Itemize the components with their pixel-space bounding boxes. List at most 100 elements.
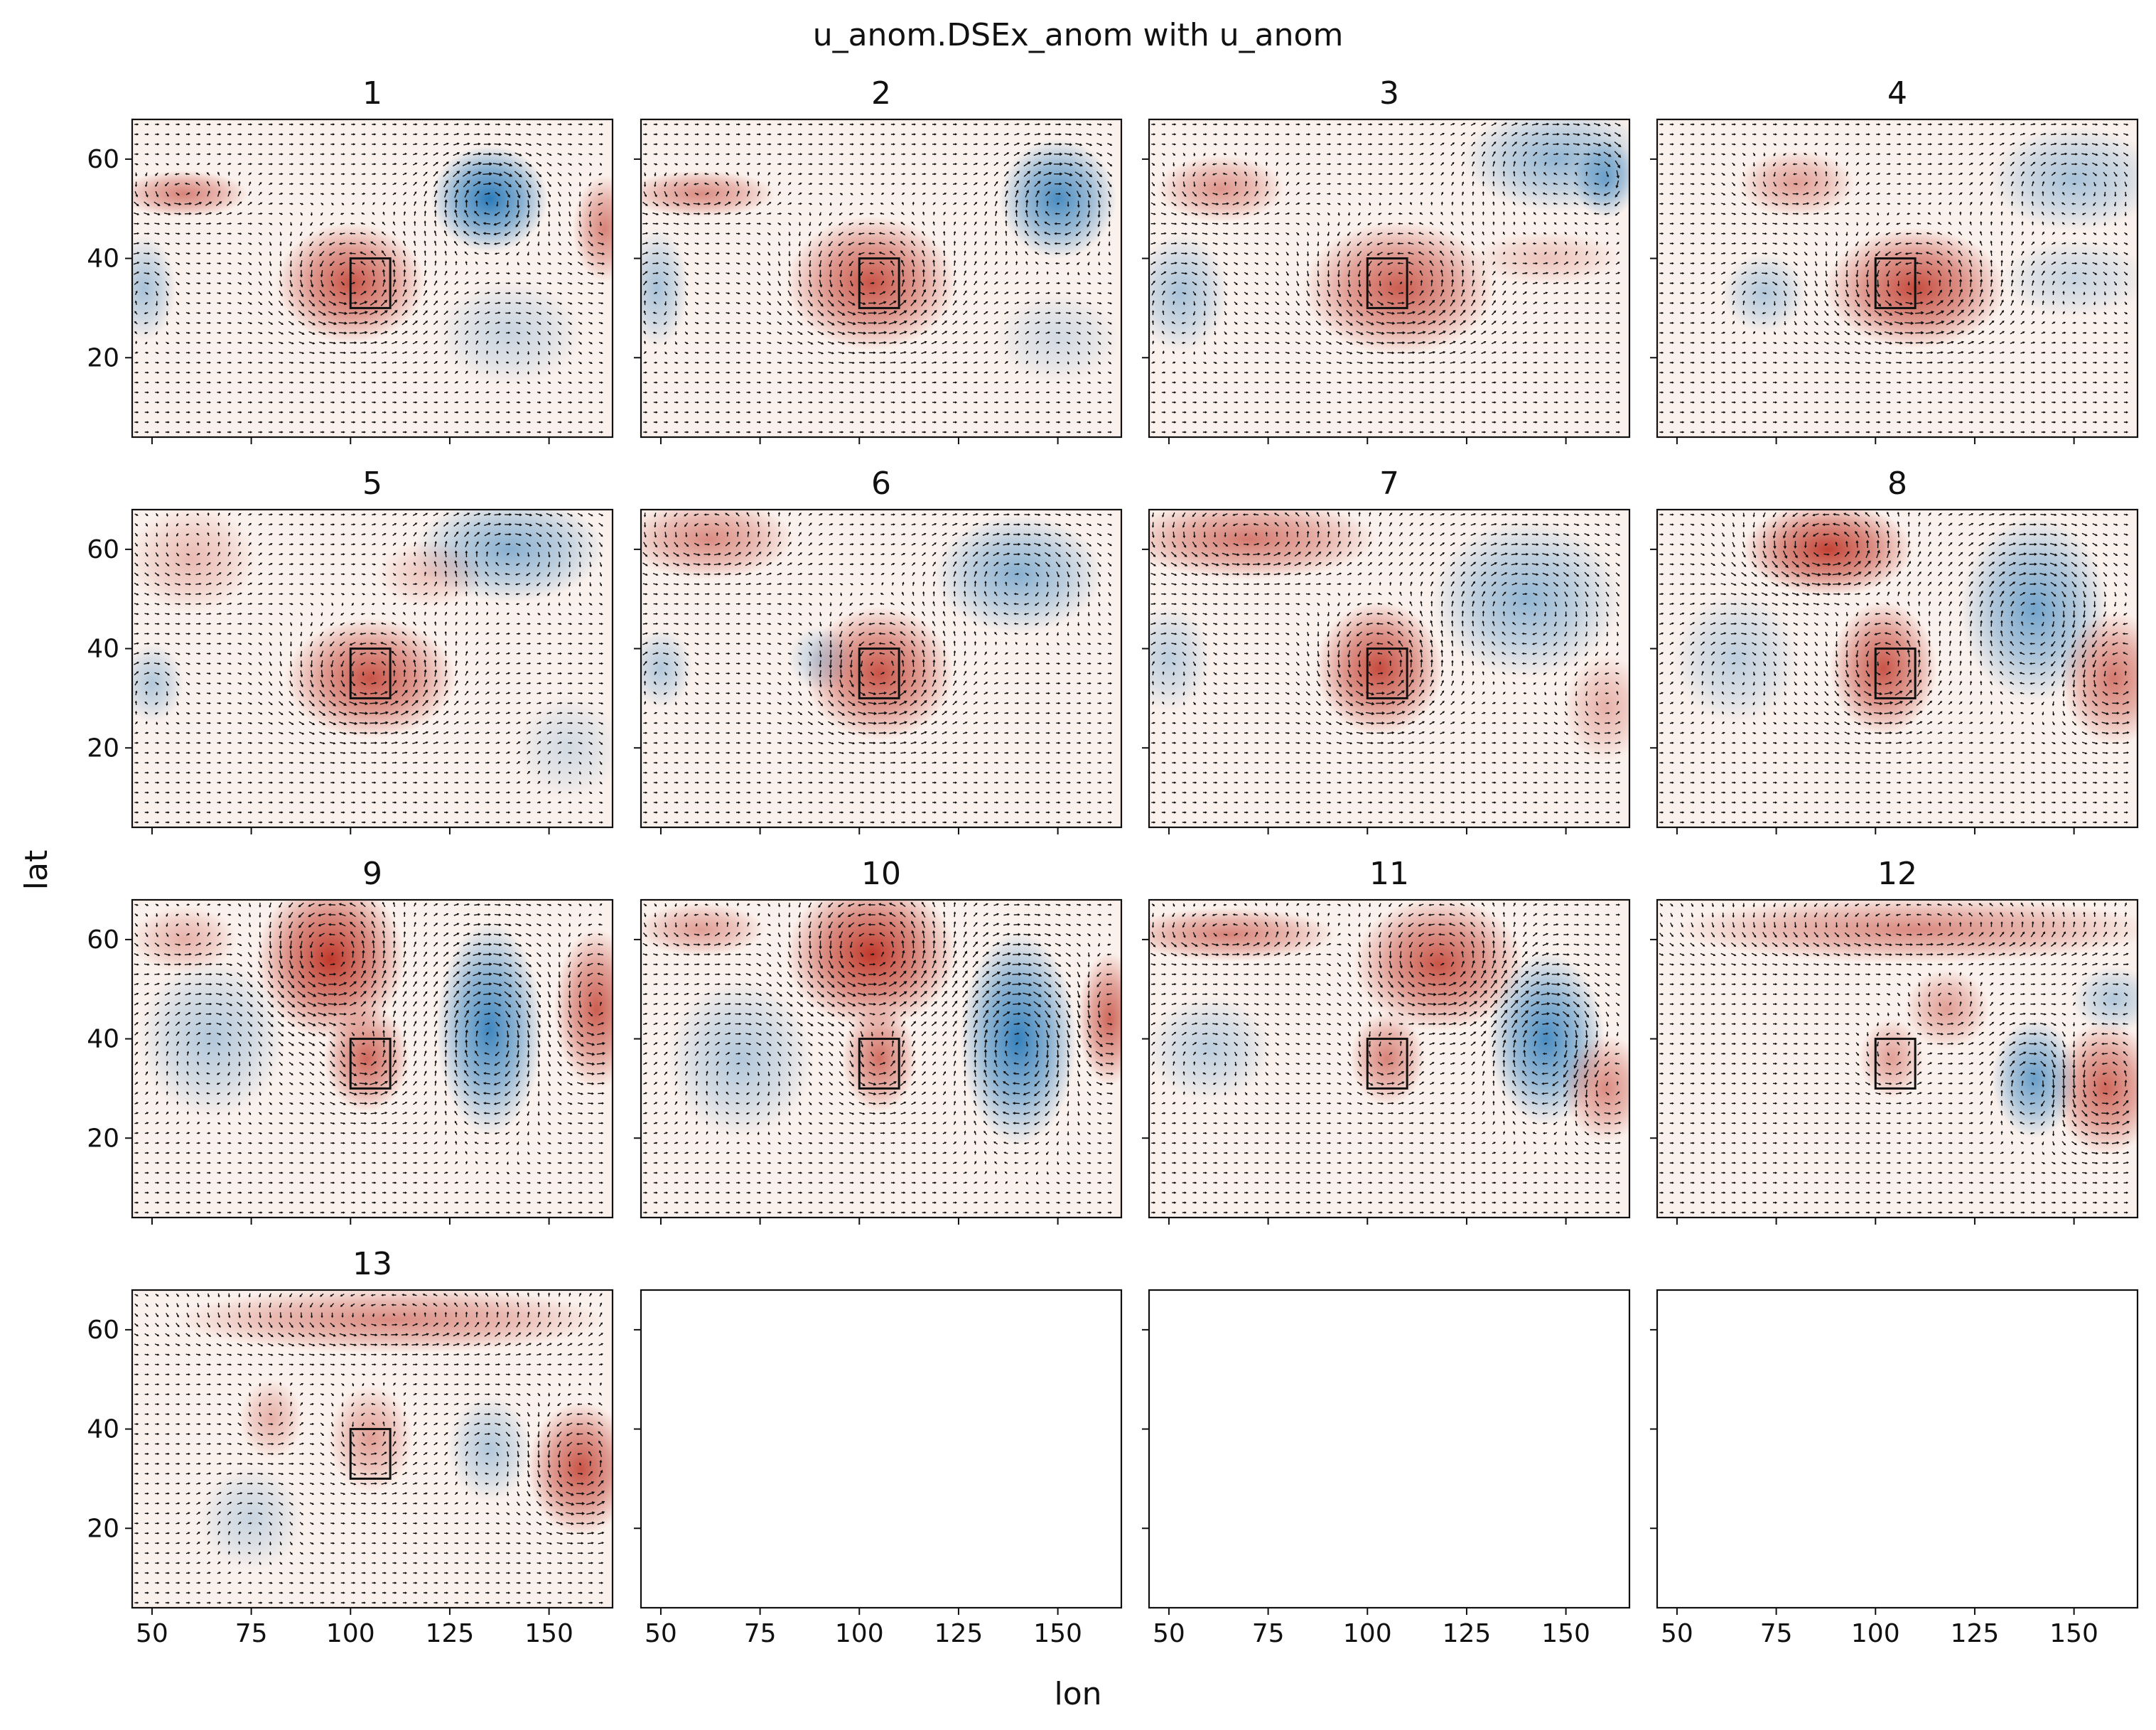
wind-vectors [134, 512, 604, 824]
x-tick-label: 150 [2049, 1619, 2098, 1648]
x-tick-label: 50 [1153, 1619, 1185, 1648]
y-axis-label: lat [18, 850, 55, 890]
wind-vectors [642, 512, 1113, 824]
x-tick-label: 50 [645, 1619, 677, 1648]
panel-title: 2 [871, 75, 891, 112]
y-tick-label: 60 [87, 535, 119, 564]
panel-field [132, 119, 613, 437]
panel-field [1657, 510, 2138, 827]
positive-anomaly [1349, 1011, 1425, 1106]
negative-anomaly [641, 227, 689, 349]
y-tick-label: 40 [87, 1415, 119, 1444]
quiver-arrows [133, 123, 605, 434]
panel-title: 8 [1887, 466, 1907, 502]
panel-7: 7 [1142, 466, 1631, 834]
panel-frame [1148, 118, 1631, 439]
positive-anomaly [1859, 1018, 1924, 1100]
quiver-arrows [1150, 902, 1622, 1214]
x-tick-label: 75 [1252, 1619, 1285, 1648]
region-box [1874, 1038, 1917, 1090]
x-tick-label: 125 [1951, 1619, 2000, 1648]
negative-anomaly [641, 628, 694, 709]
positive-anomaly [641, 510, 794, 580]
negative-anomaly [430, 145, 549, 253]
negative-anomaly [787, 625, 852, 692]
positive-anomaly [1149, 908, 1336, 962]
positive-anomaly [1904, 969, 1990, 1050]
y-tick-label: 20 [87, 734, 119, 763]
positive-anomaly [1156, 155, 1285, 222]
y-tick-label: 40 [87, 245, 119, 274]
quiver-arrows [1150, 122, 1622, 434]
positive-anomaly [239, 1379, 303, 1460]
region-box [1874, 257, 1917, 309]
panels-grid: 1 20 40 60 2 3 4 5 20 40 60 6 7 8 9 20 40 60 10 11 12 13 20 40 6… [87, 75, 2139, 1648]
panel-frame [131, 118, 614, 439]
positive-anomaly [132, 906, 238, 974]
positive-anomaly [2060, 611, 2138, 746]
positive-anomaly [572, 175, 613, 283]
negative-anomaly [1988, 125, 2138, 233]
quiver-arrows [1659, 902, 2130, 1214]
negative-anomaly [1149, 232, 1229, 354]
panel-frame [1148, 1289, 1631, 1609]
positive-anomaly [527, 1402, 613, 1536]
region-box [1366, 648, 1408, 699]
quiver-arrows [134, 512, 604, 824]
negative-anomaly [665, 978, 816, 1139]
panel-title: 5 [362, 466, 382, 502]
positive-anomaly [1563, 1034, 1629, 1142]
y-tick-label: 60 [87, 145, 119, 174]
negative-anomaly [132, 235, 176, 342]
quiver-arrows [642, 901, 1114, 1214]
panel-frame [1148, 508, 1631, 829]
positive-anomaly [841, 1005, 917, 1112]
panel-frame [1148, 898, 1631, 1219]
wind-vectors [1659, 902, 2130, 1214]
wind-vectors [1659, 123, 2129, 434]
negative-anomaly [136, 958, 287, 1119]
region-box [858, 1038, 900, 1090]
panel-field [641, 900, 1121, 1218]
positive-anomaly [1303, 221, 1496, 355]
x-tick-label: 150 [1541, 1619, 1590, 1648]
region-box [1366, 1038, 1408, 1090]
negative-anomaly [2071, 965, 2138, 1033]
x-tick-label: 100 [326, 1619, 375, 1648]
x-tick-label: 125 [426, 1619, 475, 1648]
quiver-arrows [642, 123, 1113, 434]
positive-anomaly [1742, 510, 1914, 596]
region-box [349, 648, 392, 699]
positive-anomaly [376, 540, 484, 608]
negative-anomaly [1672, 591, 1801, 726]
panel-field [1149, 510, 1629, 827]
panel-10: 10 [634, 856, 1123, 1225]
positive-anomaly [641, 170, 776, 217]
negative-anomaly [446, 1395, 533, 1503]
negative-anomaly [998, 138, 1117, 259]
positive-anomaly [1077, 952, 1121, 1086]
region-box [1366, 257, 1408, 309]
negative-anomaly [1149, 605, 1212, 712]
panel-3: 3 [1142, 75, 1631, 444]
y-tick-label: 20 [87, 343, 119, 372]
quiver-arrows [1150, 511, 1622, 824]
panel-14: 50 75 100 125 150 [634, 1289, 1123, 1648]
negative-anomaly [515, 694, 613, 802]
negative-anomaly [132, 643, 185, 724]
panel-11: 11 [1142, 856, 1631, 1225]
y-tick-label: 60 [87, 925, 119, 955]
negative-anomaly [1573, 139, 1629, 220]
positive-anomaly [641, 903, 765, 957]
positive-anomaly [1149, 510, 1377, 580]
y-tick-label: 20 [87, 1514, 119, 1543]
panel-title: 13 [352, 1246, 392, 1282]
wind-vectors [134, 1292, 605, 1604]
quiver-arrows [1659, 511, 2130, 824]
panel-4: 4 [1650, 75, 2139, 444]
panel-frame [131, 508, 614, 829]
panel-frame [1656, 508, 2139, 829]
panel-title: 3 [1379, 75, 1399, 112]
region-box [349, 1428, 392, 1480]
positive-anomaly [132, 510, 257, 613]
